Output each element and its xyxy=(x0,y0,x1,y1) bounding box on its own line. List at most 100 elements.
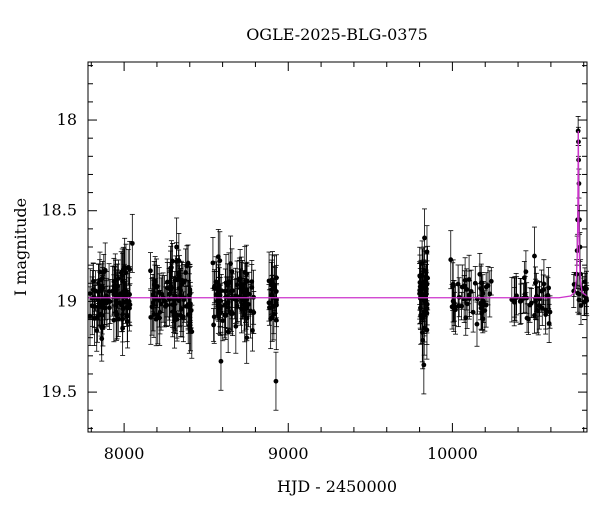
data-point xyxy=(176,258,182,264)
season-point xyxy=(466,254,472,305)
season-point xyxy=(421,250,427,290)
season-point xyxy=(217,231,223,291)
data-point xyxy=(449,304,455,310)
season-point xyxy=(477,252,483,296)
season-point xyxy=(96,263,102,304)
data-point xyxy=(215,294,221,300)
y-tick-label: 18 xyxy=(57,110,77,129)
season-point xyxy=(462,257,468,304)
data-point xyxy=(225,305,231,310)
season-point xyxy=(183,248,189,297)
season-point xyxy=(106,263,112,320)
data-point xyxy=(228,261,233,267)
data-point xyxy=(524,315,530,321)
season-point xyxy=(176,233,182,289)
data-point xyxy=(115,316,121,322)
data-point xyxy=(419,330,425,335)
data-point xyxy=(150,300,156,306)
plot-frame xyxy=(87,61,588,433)
data-point xyxy=(178,292,183,298)
season-point xyxy=(266,284,272,322)
y-tick-label: 18.5 xyxy=(41,201,77,220)
data-point xyxy=(532,253,537,259)
data-layer xyxy=(87,116,590,411)
season-point xyxy=(95,281,101,333)
outlier-point xyxy=(421,208,427,268)
data-point xyxy=(532,313,537,318)
outlier-point xyxy=(174,217,180,277)
season-point xyxy=(546,303,552,344)
data-point xyxy=(152,278,158,284)
outlier-point xyxy=(531,226,537,286)
data-point xyxy=(118,270,124,276)
season-point xyxy=(181,279,187,321)
data-point xyxy=(485,283,491,289)
data-point xyxy=(168,268,174,274)
x-tick-label: 8000 xyxy=(104,444,145,463)
season-point xyxy=(246,281,252,328)
data-point xyxy=(223,312,229,317)
season-point xyxy=(164,283,170,328)
season-point xyxy=(147,252,153,290)
data-point xyxy=(422,235,427,241)
data-point xyxy=(164,285,170,291)
data-point xyxy=(107,305,112,311)
season-point xyxy=(485,266,491,306)
season-point xyxy=(150,273,156,332)
data-point xyxy=(273,300,279,306)
season-point xyxy=(178,270,184,321)
model-curve xyxy=(88,130,588,299)
season-point xyxy=(511,277,517,327)
outlier-point xyxy=(421,335,427,395)
data-point xyxy=(523,269,529,275)
data-point xyxy=(171,312,176,318)
data-point xyxy=(118,291,124,297)
data-point xyxy=(539,305,545,311)
data-point xyxy=(423,301,429,307)
data-point xyxy=(187,291,193,296)
season-point xyxy=(113,269,119,321)
data-point xyxy=(576,291,582,297)
data-point xyxy=(102,267,108,273)
ticks-layer: 8000 9000 10000 18 18.5 19 19.5 xyxy=(41,62,587,463)
data-point xyxy=(480,290,486,296)
data-point xyxy=(148,268,153,274)
y-tick-label: 19 xyxy=(57,291,77,310)
season-point xyxy=(524,303,530,333)
data-point xyxy=(273,378,279,384)
season-point xyxy=(424,225,430,279)
data-point xyxy=(211,322,217,328)
data-point xyxy=(104,300,110,306)
data-point xyxy=(95,304,101,310)
data-point xyxy=(583,295,589,301)
data-point xyxy=(183,270,188,275)
data-point xyxy=(129,240,135,246)
data-point xyxy=(248,308,253,314)
data-point xyxy=(466,277,472,282)
season-point xyxy=(488,267,494,296)
data-point xyxy=(220,318,226,324)
data-point xyxy=(462,277,468,283)
season-point xyxy=(121,263,127,320)
data-point xyxy=(106,289,112,294)
data-point xyxy=(120,312,125,318)
data-point xyxy=(93,288,98,294)
data-point xyxy=(124,313,130,319)
data-point xyxy=(240,297,246,303)
data-point xyxy=(113,292,119,298)
data-point xyxy=(90,296,95,301)
data-point xyxy=(477,271,483,277)
season-point xyxy=(125,249,131,286)
data-point xyxy=(87,291,93,297)
season-point xyxy=(545,277,551,314)
data-point xyxy=(125,264,131,270)
data-point xyxy=(578,303,584,308)
season-point xyxy=(451,280,457,327)
data-point xyxy=(126,298,132,304)
season-point xyxy=(90,270,96,327)
data-point xyxy=(271,304,277,309)
data-point xyxy=(96,281,101,287)
data-point xyxy=(468,288,474,294)
data-point xyxy=(268,316,274,322)
data-point xyxy=(170,258,175,264)
